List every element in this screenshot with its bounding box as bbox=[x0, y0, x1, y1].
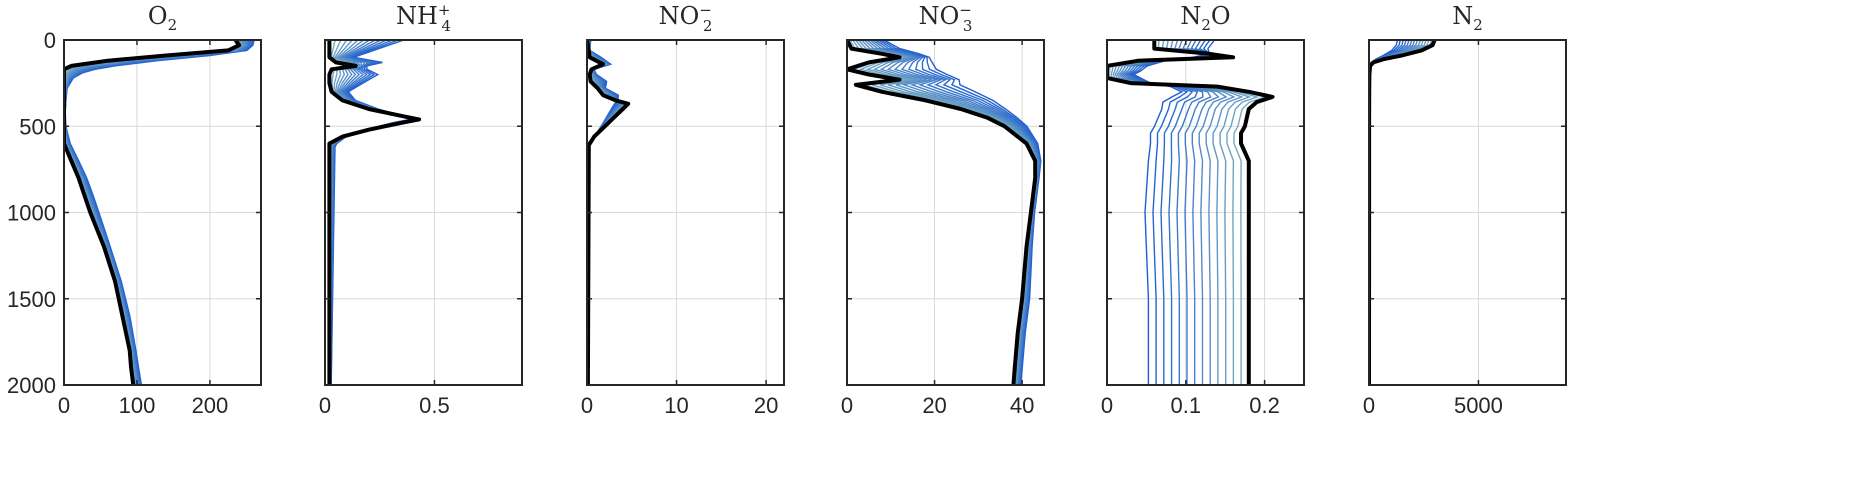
x-tick-label: 20 bbox=[922, 393, 946, 418]
title-suffix: O bbox=[1211, 2, 1231, 30]
x-tick-label: 100 bbox=[119, 393, 156, 418]
panel-title: NO− 3 bbox=[919, 1, 973, 35]
panel-title: O2 bbox=[148, 2, 177, 34]
title-subscript: 2 bbox=[1201, 16, 1211, 34]
x-tick-label: 200 bbox=[192, 393, 229, 418]
title-base: NH bbox=[396, 2, 438, 30]
y-tick-label: 1500 bbox=[7, 287, 56, 312]
title-superscript: − bbox=[699, 1, 712, 19]
series-group bbox=[327, 40, 422, 385]
title-base: N bbox=[1452, 2, 1473, 30]
x-tick-label: 0 bbox=[841, 393, 853, 418]
x-tick-label: 0.5 bbox=[419, 393, 450, 418]
x-tick-label: 40 bbox=[1010, 393, 1034, 418]
series-group bbox=[1107, 40, 1276, 385]
x-tick-label: 0 bbox=[581, 393, 593, 418]
final-profile-line bbox=[64, 40, 242, 385]
panel-title: N2O bbox=[1180, 2, 1230, 34]
x-tick-label: 10 bbox=[664, 393, 688, 418]
x-tick-label: 0.1 bbox=[1171, 393, 1202, 418]
y-tick-label: 500 bbox=[19, 114, 56, 139]
panel-title: NO− 2 bbox=[659, 1, 713, 35]
title-subscript: 2 bbox=[168, 16, 178, 34]
x-tick-label: 0.2 bbox=[1249, 393, 1280, 418]
series-group bbox=[847, 40, 1042, 385]
series-group bbox=[587, 40, 631, 385]
final-profile-line bbox=[327, 40, 422, 385]
panel-2: 0 0.5 NH+ 4 bbox=[319, 1, 523, 418]
title-subscript: 3 bbox=[963, 17, 973, 35]
x-tick-label: 20 bbox=[754, 393, 778, 418]
final-profile-line bbox=[847, 40, 1038, 385]
panel-6: 0 5000 N2 bbox=[1363, 2, 1567, 418]
title-base: N bbox=[1180, 2, 1201, 30]
title-subscript: 4 bbox=[441, 17, 451, 35]
title-subscript: 2 bbox=[703, 17, 713, 35]
title-superscript: − bbox=[959, 1, 972, 19]
final-profile-line bbox=[1107, 40, 1275, 385]
x-tick-label: 0 bbox=[1101, 393, 1113, 418]
y-tick-label: 0 bbox=[44, 28, 56, 53]
panel-4: 0 20 40 NO− 3 bbox=[841, 1, 1045, 418]
title-base: NO bbox=[919, 2, 960, 30]
panel-title: N2 bbox=[1452, 2, 1483, 34]
panel-3: 0 10 20 NO− 2 bbox=[581, 1, 785, 418]
y-tick-label: 1000 bbox=[7, 201, 56, 226]
final-profile-line bbox=[587, 40, 631, 385]
title-subscript: 2 bbox=[1473, 16, 1483, 34]
x-tick-label: 0 bbox=[58, 393, 70, 418]
x-tick-label: 0 bbox=[319, 393, 331, 418]
y-tick-label: 2000 bbox=[7, 373, 56, 398]
panel-title: NH+ 4 bbox=[396, 1, 451, 35]
x-tick-label: 5000 bbox=[1454, 393, 1503, 418]
title-base: NO bbox=[659, 2, 700, 30]
title-base: O bbox=[148, 2, 168, 30]
title-superscript: + bbox=[438, 1, 451, 19]
panel-5: 0 0.1 0.2 N2O bbox=[1101, 2, 1305, 418]
x-tick-label: 0 bbox=[1363, 393, 1375, 418]
